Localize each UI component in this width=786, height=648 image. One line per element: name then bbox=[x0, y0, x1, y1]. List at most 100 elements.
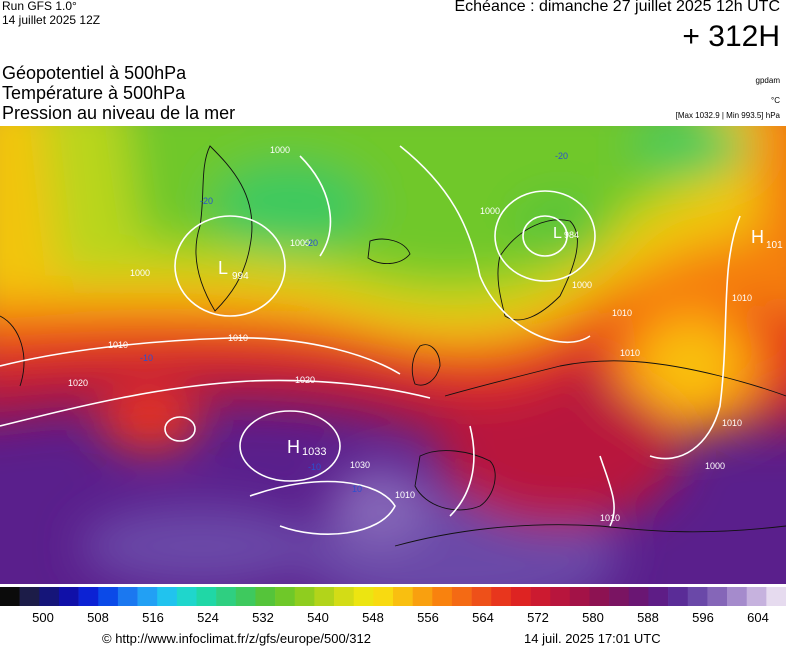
colorbar-swatch bbox=[78, 587, 99, 606]
colorbar-swatch bbox=[393, 587, 413, 606]
temperature-label: 10 bbox=[352, 484, 362, 494]
pressure-center-symbol: L bbox=[218, 258, 228, 278]
isobar-label: 1000 bbox=[270, 145, 290, 155]
colorbar-swatch bbox=[432, 587, 453, 606]
colorbar-tick: 500 bbox=[32, 610, 54, 625]
model-run-label: Run GFS 1.0° bbox=[2, 0, 77, 13]
colorbar-tick: 508 bbox=[87, 610, 109, 625]
colorbar-swatch bbox=[235, 587, 256, 606]
colorbar-swatch bbox=[451, 587, 472, 606]
temperature-label: -20 bbox=[555, 151, 568, 161]
colorbar-tick: 532 bbox=[252, 610, 274, 625]
colorbar-tick: 564 bbox=[472, 610, 494, 625]
pressure-center-value: 984 bbox=[564, 230, 579, 240]
colorbar-swatch bbox=[491, 587, 512, 606]
colorbar-swatch bbox=[58, 587, 79, 606]
colorbar-swatch bbox=[275, 587, 296, 606]
colorbar-swatch bbox=[137, 587, 158, 606]
colorbar-swatch bbox=[746, 587, 767, 606]
title-temperature: Température à 500hPa bbox=[2, 83, 186, 103]
isobar-label: 1030 bbox=[350, 460, 370, 470]
colorbar bbox=[0, 587, 786, 606]
colorbar-swatch bbox=[294, 587, 315, 606]
colorbar-swatch bbox=[471, 587, 492, 606]
isobar bbox=[164, 416, 196, 442]
pressure-extrema: [Max 1032.9 | Min 993.5] hPa bbox=[675, 111, 780, 120]
weather-map: H 1033 L 994 L 984 H 101 1000 1000 1000 … bbox=[0, 126, 786, 584]
isobar-label: 1020 bbox=[68, 378, 88, 388]
colorbar-swatch bbox=[353, 587, 374, 606]
colorbar-tick: 604 bbox=[747, 610, 769, 625]
britain-coast bbox=[411, 344, 441, 386]
colorbar-swatch bbox=[176, 587, 197, 606]
coastlines bbox=[0, 145, 786, 547]
colorbar-swatch bbox=[589, 587, 610, 606]
colorbar-swatch bbox=[687, 587, 708, 606]
scandinavia-coast bbox=[497, 219, 578, 321]
colorbar-swatch bbox=[39, 587, 60, 606]
europe-north-coast bbox=[444, 360, 786, 397]
colorbar-swatch bbox=[98, 587, 119, 606]
isobar bbox=[399, 145, 591, 344]
greenland-coast bbox=[195, 145, 253, 312]
isobar bbox=[449, 425, 475, 517]
colorbar-swatch bbox=[727, 587, 747, 606]
isobar bbox=[299, 155, 332, 257]
unit-temperature: °C bbox=[771, 96, 780, 105]
colorbar-swatch bbox=[314, 587, 335, 606]
run-date-label: 14 juillet 2025 12Z bbox=[2, 13, 101, 27]
colorbar-swatch bbox=[334, 587, 354, 606]
isobar bbox=[599, 455, 615, 527]
colorbar-swatch bbox=[510, 587, 531, 606]
isobar-label: 1000 bbox=[572, 280, 592, 290]
colorbar-swatch bbox=[157, 587, 178, 606]
colorbar-tick: 556 bbox=[417, 610, 439, 625]
title-pressure: Pression au niveau de la mer bbox=[2, 103, 236, 123]
colorbar-tick: 580 bbox=[582, 610, 604, 625]
colorbar-swatch bbox=[19, 587, 40, 606]
lead-time-label: + 312H bbox=[682, 20, 780, 53]
colorbar-swatch bbox=[0, 587, 20, 606]
colorbar-swatch bbox=[569, 587, 590, 606]
colorbar-tick: 524 bbox=[197, 610, 219, 625]
temperature-label: -10 bbox=[308, 462, 321, 472]
colorbar-tick: 596 bbox=[692, 610, 714, 625]
isobar bbox=[0, 379, 431, 427]
isobar bbox=[249, 480, 396, 535]
title-geopotential: Géopotentiel à 500hPa bbox=[2, 63, 187, 83]
colorbar-tick: 516 bbox=[142, 610, 164, 625]
colorbar-swatch bbox=[766, 587, 786, 606]
isobar-label: 1010 bbox=[612, 308, 632, 318]
unit-geopotential: gpdam bbox=[755, 76, 780, 85]
iceland-coast bbox=[367, 238, 411, 264]
isobar bbox=[174, 215, 286, 317]
source-link[interactable]: © http://www.infoclimat.fr/z/gfs/europe/… bbox=[102, 631, 371, 646]
isobar-label: 1000 bbox=[130, 268, 150, 278]
isobar bbox=[0, 337, 401, 375]
isobar-label: 1010 bbox=[620, 348, 640, 358]
colorbar-swatch bbox=[196, 587, 217, 606]
colorbar-tick: 572 bbox=[527, 610, 549, 625]
africa-north-coast bbox=[394, 524, 786, 547]
isobar-label: 1010 bbox=[600, 513, 620, 523]
colorbar-tick: 588 bbox=[637, 610, 659, 625]
colorbar-swatch bbox=[628, 587, 649, 606]
colorbar-swatch bbox=[255, 587, 276, 606]
isobar-label: 1010 bbox=[395, 490, 415, 500]
colorbar-swatch bbox=[373, 587, 394, 606]
canada-coast bbox=[0, 315, 25, 387]
isobars bbox=[0, 145, 741, 535]
validity-label: Echéance : dimanche 27 juillet 2025 12h … bbox=[454, 0, 780, 15]
pressure-center-value: 101 bbox=[766, 240, 783, 251]
isobar-label: 1010 bbox=[732, 293, 752, 303]
isobar bbox=[494, 190, 596, 282]
isobar-label: 1010 bbox=[228, 333, 248, 343]
temperature-label: -20 bbox=[200, 196, 213, 206]
geopotential-field bbox=[0, 126, 786, 584]
pressure-center-value: 1033 bbox=[302, 446, 326, 458]
isobar-label: 1010 bbox=[722, 418, 742, 428]
colorbar-tick: 548 bbox=[362, 610, 384, 625]
pressure-center-value: 994 bbox=[232, 271, 249, 282]
colorbar-swatch bbox=[550, 587, 571, 606]
colorbar-swatch bbox=[668, 587, 689, 606]
